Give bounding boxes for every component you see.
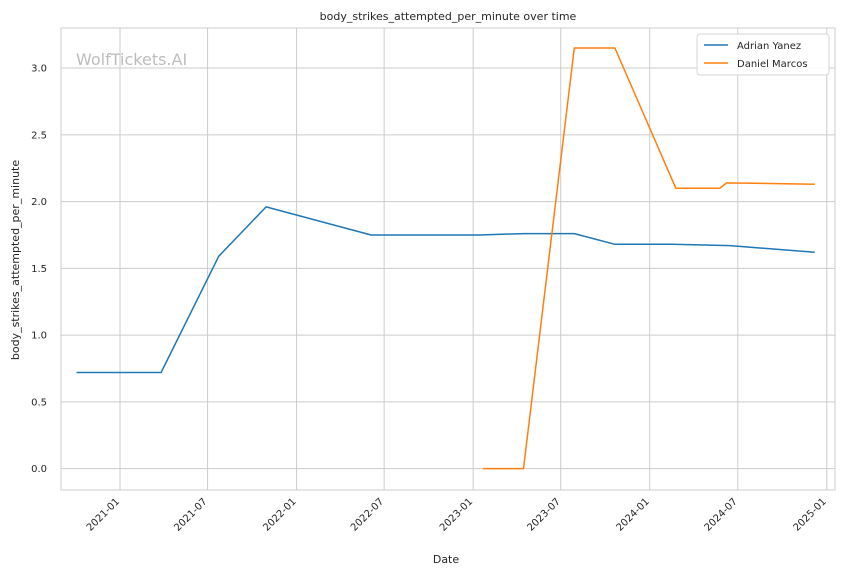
legend-box (696, 33, 830, 76)
x-tick-label: 2022-01 (261, 496, 298, 533)
legend-label-daniel-marcos: Daniel Marcos (737, 59, 808, 70)
x-tick-label: 2023-01 (438, 496, 475, 533)
x-tick-label: 2025-01 (792, 496, 829, 533)
y-tick-label: 0.5 (31, 397, 47, 408)
y-axis-label: body_strikes_attempted_per_minute (9, 160, 22, 360)
legend-label-adrian-yanez: Adrian Yanez (737, 41, 801, 52)
series-line-adrian-yanez (76, 206, 815, 374)
series-lines (76, 47, 815, 470)
plot-frame (60, 27, 836, 491)
y-tick-label: 1.0 (31, 331, 47, 342)
legend: Adrian Yanez Daniel Marcos (696, 33, 830, 76)
y-tick-label: 3.0 (31, 64, 47, 75)
x-tick-label: 2021-01 (85, 496, 122, 533)
grid (61, 28, 835, 490)
x-tick-label: 2022-07 (349, 496, 386, 533)
x-tick-label: 2024-07 (703, 496, 740, 533)
series-line-daniel-marcos (482, 47, 815, 470)
x-tick-label: 2023-07 (526, 496, 563, 533)
y-tick-label: 1.5 (31, 264, 47, 275)
x-tick-label: 2021-07 (172, 496, 209, 533)
y-tick-label: 2.5 (31, 130, 47, 141)
y-tick-label: 2.0 (31, 197, 47, 208)
x-tick-label: 2024-01 (615, 496, 652, 533)
y-tick-label: 0.0 (31, 464, 47, 475)
x-axis-label: Date (433, 553, 460, 566)
chart-title: body_strikes_attempted_per_minute over t… (320, 10, 577, 23)
watermark: WolfTickets.AI (76, 50, 187, 69)
tick-labels: 0.0 0.5 1.0 1.5 2.0 2.5 3.0 2021-01 2021-07 2022-… (31, 64, 829, 534)
